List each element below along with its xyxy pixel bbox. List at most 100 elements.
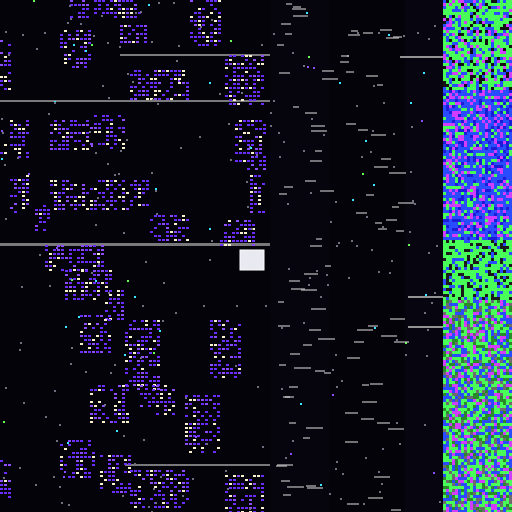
logic-cell <box>74 148 77 150</box>
right-block-cell <box>485 396 488 399</box>
right-block-cell <box>479 354 482 357</box>
logic-cell <box>102 119 105 121</box>
via-dot <box>379 491 381 493</box>
right-block-cell <box>497 123 500 126</box>
right-block-cell <box>485 342 488 345</box>
right-block-cell <box>497 141 500 144</box>
logic-cell <box>125 336 128 338</box>
logic-cell <box>164 401 167 403</box>
right-block-cell <box>497 57 500 60</box>
right-block-cell <box>503 225 506 228</box>
right-block-cell <box>500 339 503 342</box>
right-block-cell <box>455 138 458 141</box>
right-block-cell <box>470 81 473 84</box>
logic-cell <box>22 187 25 189</box>
via-dot <box>200 26 202 28</box>
bus-line <box>125 464 270 466</box>
right-block-cell <box>446 366 449 369</box>
logic-cell <box>225 499 228 501</box>
right-block-cell <box>482 165 485 168</box>
right-block-cell <box>497 153 500 156</box>
via-dot <box>382 226 384 228</box>
right-block-cell <box>446 207 449 210</box>
logic-cell <box>88 347 91 349</box>
right-block-cell <box>473 111 476 114</box>
right-block-cell <box>509 348 512 351</box>
logic-cell <box>122 409 125 411</box>
right-block-cell <box>467 363 470 366</box>
logic-cell <box>234 372 237 374</box>
logic-cell <box>80 335 83 337</box>
logic-cell <box>0 52 3 54</box>
right-block-cell <box>452 312 455 315</box>
right-block-cell <box>500 3 503 6</box>
right-block-cell <box>482 105 485 108</box>
right-block-cell <box>455 288 458 291</box>
right-block-cell <box>503 96 506 99</box>
right-block-cell <box>494 300 497 303</box>
right-block-cell <box>482 282 485 285</box>
right-block-cell <box>467 6 470 9</box>
right-block-cell <box>476 321 479 324</box>
right-block-cell <box>479 333 482 336</box>
right-block-cell <box>506 258 509 261</box>
logic-cell <box>239 148 242 150</box>
right-block-cell <box>455 237 458 240</box>
right-block-cell <box>509 177 512 180</box>
logic-cell <box>129 352 132 354</box>
right-block-cell <box>506 0 509 3</box>
logic-cell <box>210 368 213 370</box>
right-block-cell <box>443 378 446 381</box>
right-block-cell <box>482 231 485 234</box>
right-block-cell <box>509 225 512 228</box>
right-block-cell <box>449 321 452 324</box>
right-block-cell <box>470 6 473 9</box>
right-block-cell <box>509 249 512 252</box>
routing-trace <box>347 357 360 359</box>
right-block-cell <box>467 246 470 249</box>
right-block-cell <box>443 327 446 330</box>
routing-trace <box>293 6 301 8</box>
right-block-cell <box>452 18 455 21</box>
right-block-cell <box>497 192 500 195</box>
via-dot <box>389 272 391 274</box>
right-block-cell <box>470 387 473 390</box>
logic-cell <box>54 148 57 150</box>
right-block-cell <box>509 390 512 393</box>
via-dot <box>228 123 230 125</box>
logic-cell <box>254 203 257 205</box>
routing-trace <box>309 329 321 331</box>
right-block-cell <box>452 60 455 63</box>
logic-cell <box>94 208 97 210</box>
logic-cell <box>128 487 131 489</box>
via-dot <box>327 284 329 286</box>
right-block-cell <box>500 345 503 348</box>
logic-cell <box>205 439 208 441</box>
logic-cell <box>238 340 241 342</box>
logic-cell <box>8 52 11 54</box>
right-block-cell <box>467 348 470 351</box>
right-block-cell <box>446 198 449 201</box>
right-block-cell <box>494 318 497 321</box>
right-block-cell <box>500 192 503 195</box>
right-block-cell <box>461 225 464 228</box>
right-block-cell <box>458 234 461 237</box>
logic-cell <box>154 78 157 80</box>
right-block-cell <box>503 366 506 369</box>
right-block-cell <box>506 279 509 282</box>
logic-cell <box>110 8 113 10</box>
right-block-cell <box>491 321 494 324</box>
right-block-cell <box>497 384 500 387</box>
logic-cell <box>202 24 205 26</box>
logic-cell <box>214 376 217 378</box>
logic-cell <box>122 8 125 10</box>
right-block-cell <box>458 273 461 276</box>
right-block-cell <box>467 90 470 93</box>
right-block-cell <box>494 63 497 66</box>
via-dot <box>108 292 110 294</box>
logic-cell <box>108 471 111 473</box>
routing-trace <box>279 72 290 74</box>
right-block-cell <box>500 132 503 135</box>
right-block-cell <box>455 84 458 87</box>
logic-cell <box>126 208 129 210</box>
